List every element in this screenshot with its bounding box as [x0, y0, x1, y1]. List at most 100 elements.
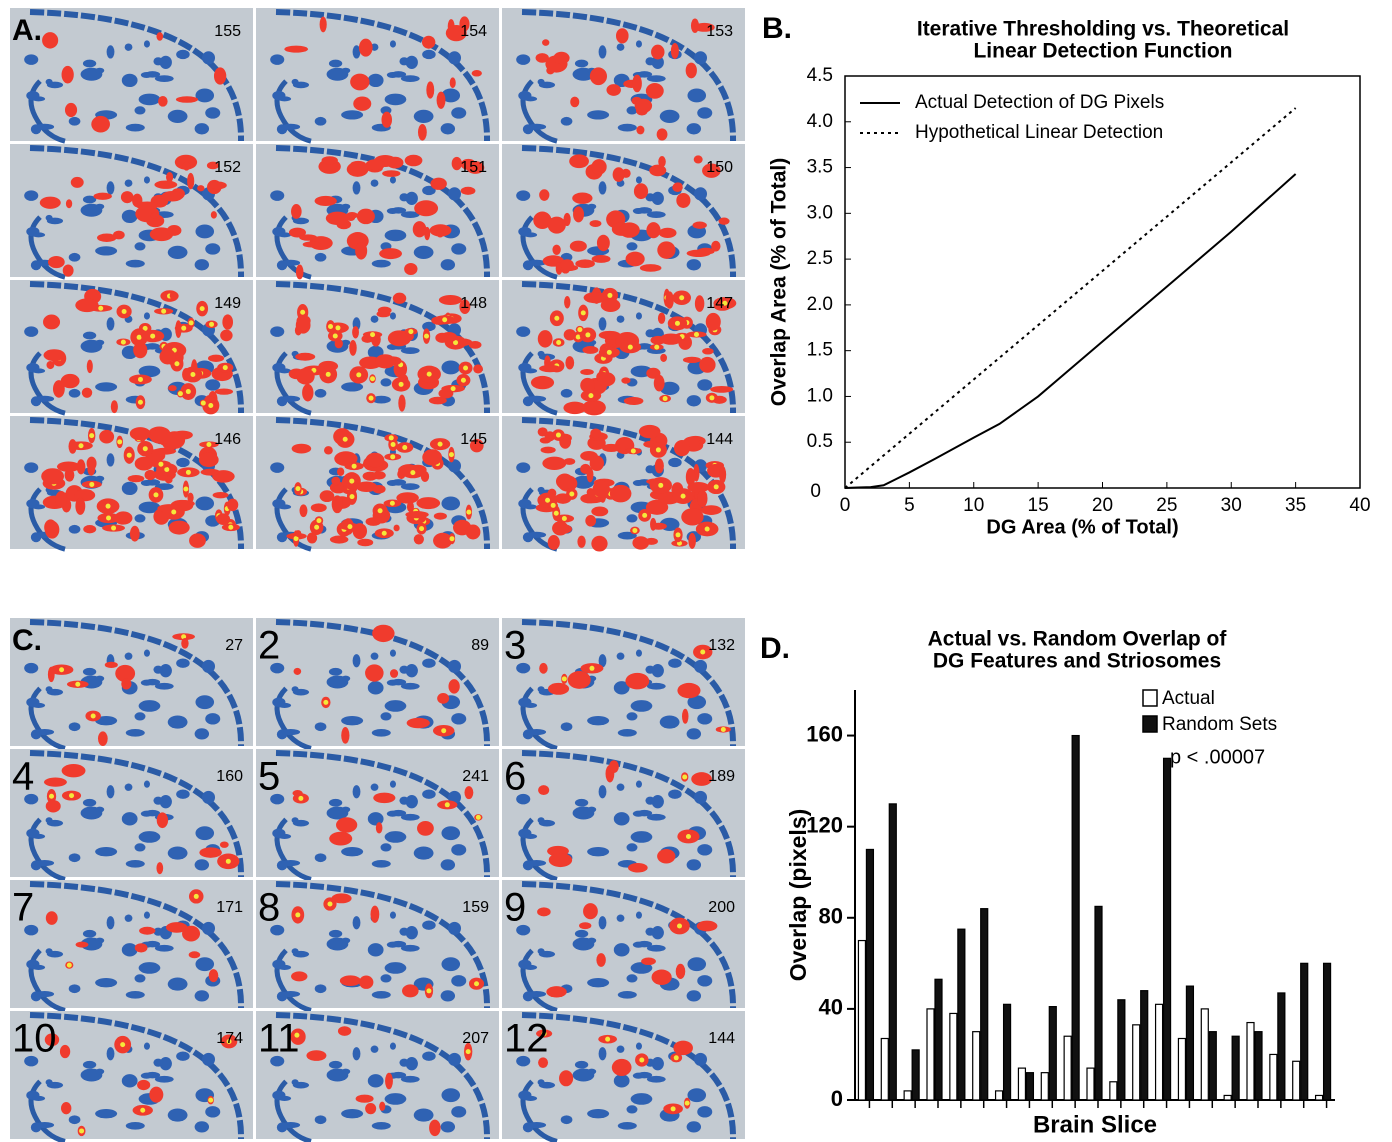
- x-tick-label: 5: [904, 495, 915, 516]
- red-feature: [645, 499, 669, 515]
- y-tick-label: 3.0: [807, 202, 833, 223]
- red-feature: [175, 96, 199, 103]
- blue-feature: [31, 1095, 46, 1101]
- red-feature: [433, 512, 447, 520]
- blue-feature: [587, 1109, 610, 1119]
- red-feature: [133, 342, 148, 359]
- overlap-feature: [655, 447, 661, 453]
- blue-feature: [451, 713, 467, 725]
- blue-feature: [441, 957, 461, 972]
- red-feature: [60, 373, 80, 389]
- blue-feature: [125, 728, 145, 737]
- blue-feature: [121, 73, 138, 88]
- red-feature: [165, 476, 173, 484]
- blue-feature: [448, 659, 462, 673]
- blue-feature: [616, 652, 625, 660]
- blue-feature: [405, 1057, 418, 1071]
- blue-feature: [176, 1051, 190, 1061]
- blue-feature: [538, 819, 556, 827]
- blue-feature: [386, 679, 399, 686]
- red-feature: [657, 241, 676, 259]
- red-feature: [602, 443, 621, 453]
- red-feature: [209, 181, 227, 190]
- blue-feature: [82, 798, 97, 807]
- red-feature: [422, 449, 443, 466]
- red-feature: [567, 671, 591, 689]
- blue-feature: [68, 116, 81, 126]
- blue-feature: [405, 664, 418, 678]
- red-feature: [55, 491, 68, 508]
- blue-feature: [314, 1115, 327, 1125]
- blue-feature: [138, 700, 161, 712]
- red-feature: [473, 364, 483, 374]
- red-feature: [392, 292, 407, 304]
- red-feature: [65, 199, 73, 209]
- data-line: [844, 107, 1297, 489]
- blue-feature: [154, 1075, 174, 1083]
- blue-feature: [125, 1121, 145, 1130]
- blue-feature: [46, 1081, 64, 1089]
- blue-feature: [202, 51, 216, 65]
- x-tick-label: 30: [1221, 495, 1242, 516]
- red-feature: [406, 501, 414, 513]
- red-feature: [169, 291, 177, 300]
- red-feature: [331, 495, 343, 514]
- blue-feature: [516, 662, 531, 674]
- blue-feature: [598, 785, 607, 799]
- blue-feature: [617, 531, 637, 540]
- overlap-feature: [545, 497, 551, 503]
- overlap-feature: [553, 510, 559, 516]
- bar: [1117, 999, 1126, 1101]
- red-feature: [693, 22, 715, 32]
- blue-feature: [694, 187, 708, 201]
- blue-feature: [598, 654, 607, 668]
- red-feature: [365, 159, 385, 171]
- overlap-feature: [314, 524, 320, 530]
- image-tile: [256, 8, 499, 144]
- red-feature: [585, 515, 597, 527]
- overlap-feature: [720, 726, 726, 732]
- blue-feature: [24, 662, 39, 674]
- blue-feature: [389, 176, 396, 184]
- red-feature: [651, 44, 665, 60]
- overlap-feature: [390, 441, 396, 447]
- blue-feature: [386, 810, 399, 817]
- red-feature: [563, 458, 576, 465]
- tissue-edge: [275, 1012, 491, 1140]
- overlap-feature: [370, 376, 376, 382]
- overlap-feature: [208, 403, 214, 409]
- red-feature: [542, 39, 550, 46]
- blue-feature: [370, 1045, 379, 1053]
- overlap-feature: [704, 526, 710, 532]
- red-feature: [699, 356, 716, 373]
- red-feature: [346, 212, 358, 219]
- overlap-feature: [685, 833, 691, 839]
- tissue-edge: [521, 619, 737, 747]
- blue-feature: [195, 826, 215, 841]
- red-feature: [302, 241, 322, 248]
- overlap-feature: [137, 399, 143, 405]
- blue-feature: [451, 975, 467, 987]
- overlap-feature: [662, 396, 668, 402]
- red-feature: [329, 831, 353, 846]
- blue-feature: [523, 368, 538, 374]
- blue-feature: [106, 785, 115, 799]
- blue-feature: [281, 259, 301, 266]
- blue-feature: [35, 990, 55, 998]
- blue-feature: [389, 911, 396, 919]
- blue-feature: [635, 649, 642, 657]
- blue-feature: [134, 712, 146, 721]
- blue-feature: [314, 388, 327, 398]
- red-feature: [553, 51, 570, 65]
- red-feature: [68, 439, 77, 454]
- overlap-feature: [158, 461, 164, 467]
- blue-feature: [626, 843, 638, 852]
- red-feature: [134, 456, 154, 471]
- tile-count: 171: [216, 899, 243, 916]
- bar: [1094, 905, 1103, 1101]
- blue-feature: [598, 317, 607, 331]
- overlap-feature: [556, 340, 562, 346]
- blue-feature: [616, 783, 625, 791]
- bar: [1200, 1008, 1209, 1101]
- blue-feature: [389, 1042, 396, 1050]
